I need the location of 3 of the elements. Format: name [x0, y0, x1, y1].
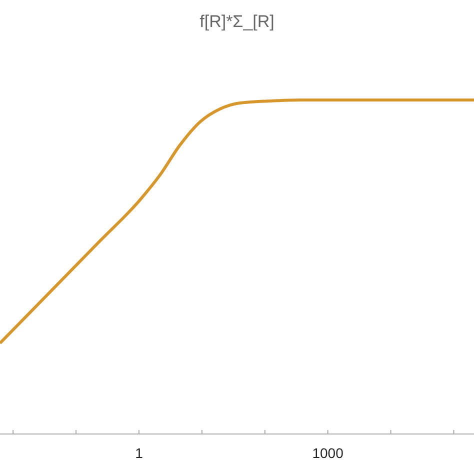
x-tick-label: 1 [135, 444, 144, 461]
chart-title: f[R]*Σ_[R] [200, 12, 274, 31]
x-tick-label: 1000 [312, 444, 344, 461]
